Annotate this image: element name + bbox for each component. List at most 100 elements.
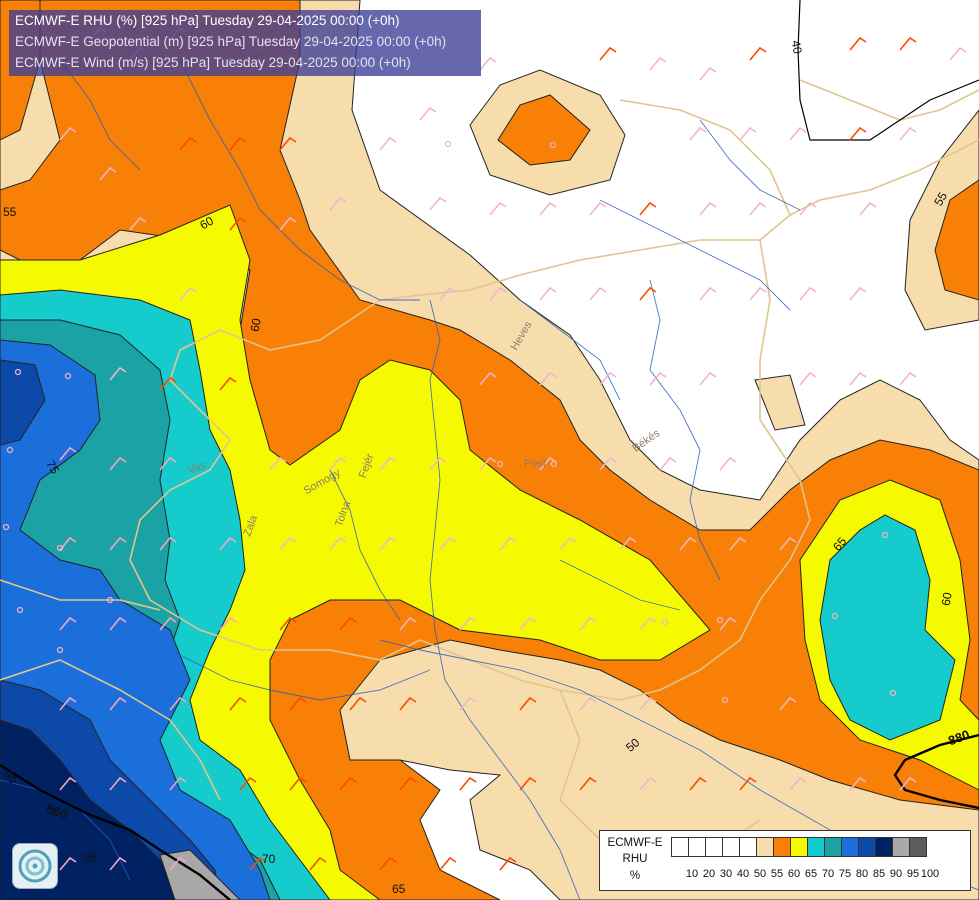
wind-barb [539, 371, 557, 386]
rhu-band-55-60 [934, 179, 979, 301]
legend-tick-label: 50 [753, 868, 767, 880]
wind-barb [429, 456, 447, 471]
wind-barb [699, 371, 717, 386]
title-rhu: ECMWF-E RHU (%) [925 hPa] Tuesday 29-04-… [15, 13, 400, 28]
rhu-band-80-85 [0, 359, 46, 446]
wind-barb [219, 616, 237, 631]
legend-swatch [858, 837, 876, 857]
contour-label: 60 [938, 591, 955, 607]
wind-barb [639, 696, 657, 711]
wind-barb [519, 776, 537, 791]
logo-icon [12, 843, 58, 889]
wind-barb [849, 126, 867, 141]
legend-swatch [824, 837, 842, 857]
calm-wind-station [889, 689, 897, 697]
wind-barb [739, 776, 757, 791]
wind-barb [639, 776, 657, 791]
wind-barb [109, 456, 127, 471]
wind-barb [109, 856, 127, 871]
wind-barb [279, 136, 297, 151]
wind-barb [849, 36, 867, 51]
wind-barb [499, 856, 517, 871]
wind-barb [219, 536, 237, 551]
wind-barb [489, 201, 507, 216]
wind-barb [899, 776, 917, 791]
wind-barb [59, 536, 77, 551]
wind-barb [339, 776, 357, 791]
legend-swatch [756, 837, 774, 857]
wind-barb [439, 536, 457, 551]
legend-tick-label: 100 [920, 868, 940, 880]
wind-barb [699, 66, 717, 81]
wind-barb [109, 776, 127, 791]
wind-barb [689, 776, 707, 791]
wind-barb [479, 56, 497, 71]
wind-barb [229, 136, 247, 151]
wind-barb [229, 216, 247, 231]
calm-wind-station [16, 606, 24, 614]
legend-swatches [671, 837, 927, 857]
wind-barb [789, 126, 807, 141]
wind-barb [59, 446, 77, 461]
wind-barb [799, 286, 817, 301]
legend-swatch [892, 837, 910, 857]
wind-barb [479, 371, 497, 386]
wind-barb [399, 696, 417, 711]
calm-wind-station [721, 696, 729, 704]
legend-swatch [909, 837, 927, 857]
legend-tick-label: 80 [855, 868, 869, 880]
calm-wind-station [661, 618, 669, 626]
wind-barb [329, 536, 347, 551]
wind-barb [279, 216, 297, 231]
legend-swatch [688, 837, 706, 857]
geopotential-contours [0, 733, 979, 900]
calm-wind-station [2, 523, 10, 531]
title-wind: ECMWF-E Wind (m/s) [925 hPa] Tuesday 29-… [15, 55, 411, 70]
wind-barb [109, 536, 127, 551]
wind-barb [519, 616, 537, 631]
calm-wind-station [56, 544, 64, 552]
title-geopotential: ECMWF-E Geopotential (m) [925 hPa] Tuesd… [15, 34, 447, 49]
legend-swatch [671, 837, 689, 857]
wind-barbs [59, 26, 967, 871]
wind-barb [659, 456, 677, 471]
wind-barb [799, 371, 817, 386]
wind-barb [329, 456, 347, 471]
wind-barb [539, 286, 557, 301]
contour-label: 85 [84, 851, 98, 865]
wind-barb [719, 456, 737, 471]
wind-barb [479, 456, 497, 471]
legend-tick-label: 60 [787, 868, 801, 880]
wind-barb [649, 56, 667, 71]
wind-barb [619, 536, 637, 551]
wind-barb [649, 371, 667, 386]
wind-barb [219, 376, 237, 391]
wind-barb [699, 286, 717, 301]
legend-tick-label: 55 [770, 868, 784, 880]
contour-label: 65 [392, 882, 406, 896]
wind-barb [589, 286, 607, 301]
wind-barb [399, 776, 417, 791]
calm-wind-station [106, 596, 114, 604]
rhu-band-55-60 [497, 94, 591, 166]
wind-barb [499, 536, 517, 551]
wind-barb [749, 286, 767, 301]
wind-barb [289, 776, 307, 791]
wind-barb [279, 536, 297, 551]
wind-barb [599, 46, 617, 61]
wind-barb [379, 456, 397, 471]
legend-tick-label: 65 [804, 868, 818, 880]
legend-swatch [773, 837, 791, 857]
wind-barb [159, 376, 177, 391]
wind-barb [519, 696, 537, 711]
contour-label: 60 [247, 317, 264, 333]
wind-barb [539, 456, 557, 471]
calm-wind-station [64, 372, 72, 380]
wind-barb [899, 126, 917, 141]
wind-barb [379, 856, 397, 871]
wind-barb [579, 616, 597, 631]
wind-stations [2, 140, 897, 704]
wind-barb [109, 366, 127, 381]
legend-tick-label: 85 [872, 868, 886, 880]
